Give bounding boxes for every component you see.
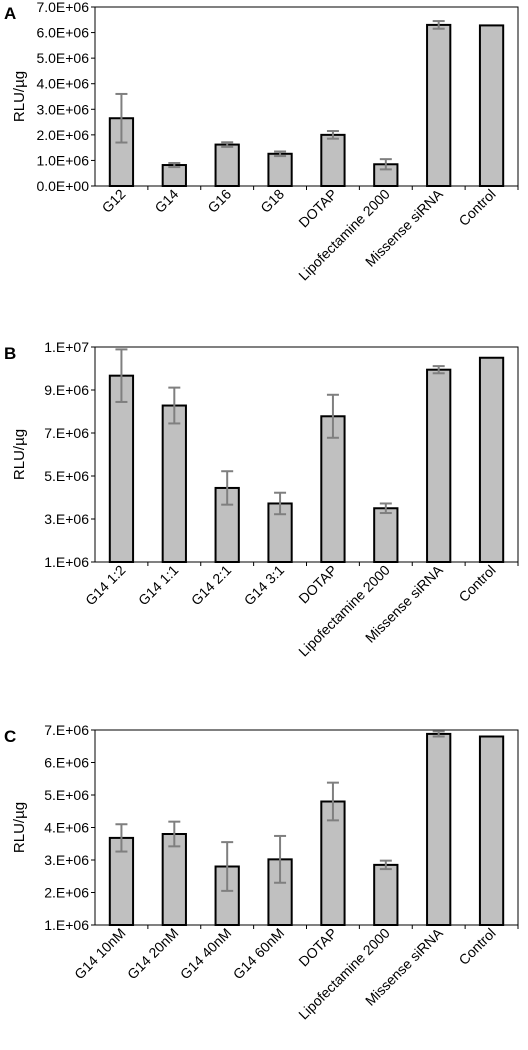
y-tick-label: 6.0E+06	[36, 25, 89, 41]
error-bar	[326, 781, 339, 822]
error-bar	[168, 820, 181, 848]
error-bar	[274, 834, 287, 884]
y-tick-label: 5.E+06	[44, 468, 89, 484]
error-bar	[379, 859, 392, 871]
x-tick-label: G14 3:1	[241, 562, 288, 609]
error-bar	[432, 365, 445, 375]
error-bar	[274, 150, 287, 158]
bar	[267, 152, 293, 187]
error-bar	[274, 491, 287, 516]
bar	[426, 732, 452, 927]
panel-label: B	[4, 344, 16, 363]
y-tick-label: 1.E+07	[44, 339, 89, 355]
y-tick-label: 5.E+06	[44, 787, 89, 803]
panel-label: C	[4, 727, 16, 746]
y-tick-label: 7.E+06	[44, 425, 89, 441]
x-tick-label: Lipofectamine 2000	[295, 925, 393, 1023]
y-tick-label: 0.0E+00	[36, 178, 89, 194]
x-tick-label: G14 60nM	[230, 925, 288, 983]
y-axis-label: RLU/µg	[11, 71, 28, 122]
bar	[478, 735, 505, 926]
error-bar	[221, 141, 234, 148]
x-tick-label: G18	[257, 186, 287, 216]
bar	[426, 368, 452, 564]
error-bar	[115, 92, 128, 144]
y-tick-label: 9.E+06	[44, 382, 89, 398]
bar	[478, 356, 505, 563]
error-bar	[379, 158, 392, 171]
error-bar	[379, 502, 392, 515]
y-tick-label: 7.0E+06	[36, 0, 89, 15]
bar	[320, 133, 346, 188]
y-tick-label: 1.E+06	[44, 554, 89, 570]
error-bar	[432, 20, 445, 30]
y-tick-label: 1.E+06	[44, 917, 89, 933]
x-tick-label: DOTAP	[295, 562, 340, 607]
error-bar	[326, 130, 339, 140]
chart-panel-c: C RLU/µg 1.E+06 2.E+06 3.E+06 4.E+06 5.E+06 6.E…	[4, 722, 519, 1023]
bar	[214, 143, 240, 187]
y-tick-label: 1.0E+06	[36, 152, 89, 168]
y-tick-label: 3.E+06	[44, 511, 89, 527]
bar	[161, 164, 187, 188]
x-tick-label: Control	[455, 562, 498, 605]
x-tick-label: G12	[99, 186, 129, 216]
x-tick-label: G14 1:1	[135, 562, 182, 609]
plot-frame	[94, 729, 519, 926]
panel-label: A	[4, 4, 16, 23]
y-tick-label: 3.E+06	[44, 852, 89, 868]
x-tick-label: G14 1:2	[82, 562, 129, 609]
y-axis-label: RLU/µg	[11, 802, 28, 853]
x-tick-label: G14 2:1	[188, 562, 235, 609]
y-tick-label: 4.E+06	[44, 820, 89, 836]
bar	[161, 833, 187, 926]
y-tick-label: 2.E+06	[44, 885, 89, 901]
error-bar	[115, 823, 128, 853]
x-tick-label: DOTAP	[295, 925, 340, 970]
error-bar	[115, 348, 128, 403]
x-tick-label: G14	[151, 186, 181, 216]
error-bar	[432, 730, 445, 738]
x-tick-label: Lipofectamine 2000	[295, 186, 393, 284]
error-bar	[221, 470, 234, 506]
bar	[108, 374, 135, 563]
error-bar	[168, 386, 181, 425]
y-tick-label: 6.E+06	[44, 755, 89, 771]
x-tick-label: G14 20nM	[124, 925, 182, 983]
y-tick-label: 4.0E+06	[36, 76, 89, 92]
bar	[373, 507, 399, 563]
x-tick-label: G14 40nM	[177, 925, 235, 983]
x-tick-label: Control	[455, 186, 498, 229]
error-bar	[221, 841, 234, 892]
x-tick-label: Lipofectamine 2000	[295, 562, 393, 660]
x-tick-label: Control	[455, 925, 498, 968]
bar	[426, 23, 452, 188]
chart-panel-b: B RLU/µg 1.E+06 3.E+06 5.E+06 7.E+06 9.E+06 1.E…	[4, 339, 519, 660]
bar	[373, 863, 399, 926]
y-tick-label: 5.0E+06	[36, 50, 89, 66]
y-tick-label: 7.E+06	[44, 722, 89, 738]
error-bar	[326, 393, 339, 439]
y-tick-label: 2.0E+06	[36, 127, 89, 143]
y-tick-label: 3.0E+06	[36, 101, 89, 117]
bar	[478, 24, 505, 188]
plot-frame	[94, 6, 519, 187]
chart-panel-a: A RLU/µg 0.0E+00 1.0E+06 2.0E+06 3.0E+06 4.0E+…	[4, 0, 519, 284]
x-tick-label: G16	[204, 186, 234, 216]
y-axis-label: RLU/µg	[11, 429, 28, 480]
error-bar	[168, 161, 181, 169]
plot-frame	[94, 346, 519, 563]
x-tick-label: G14 10nM	[71, 925, 129, 983]
bar	[161, 404, 187, 563]
x-tick-label: DOTAP	[295, 186, 340, 231]
